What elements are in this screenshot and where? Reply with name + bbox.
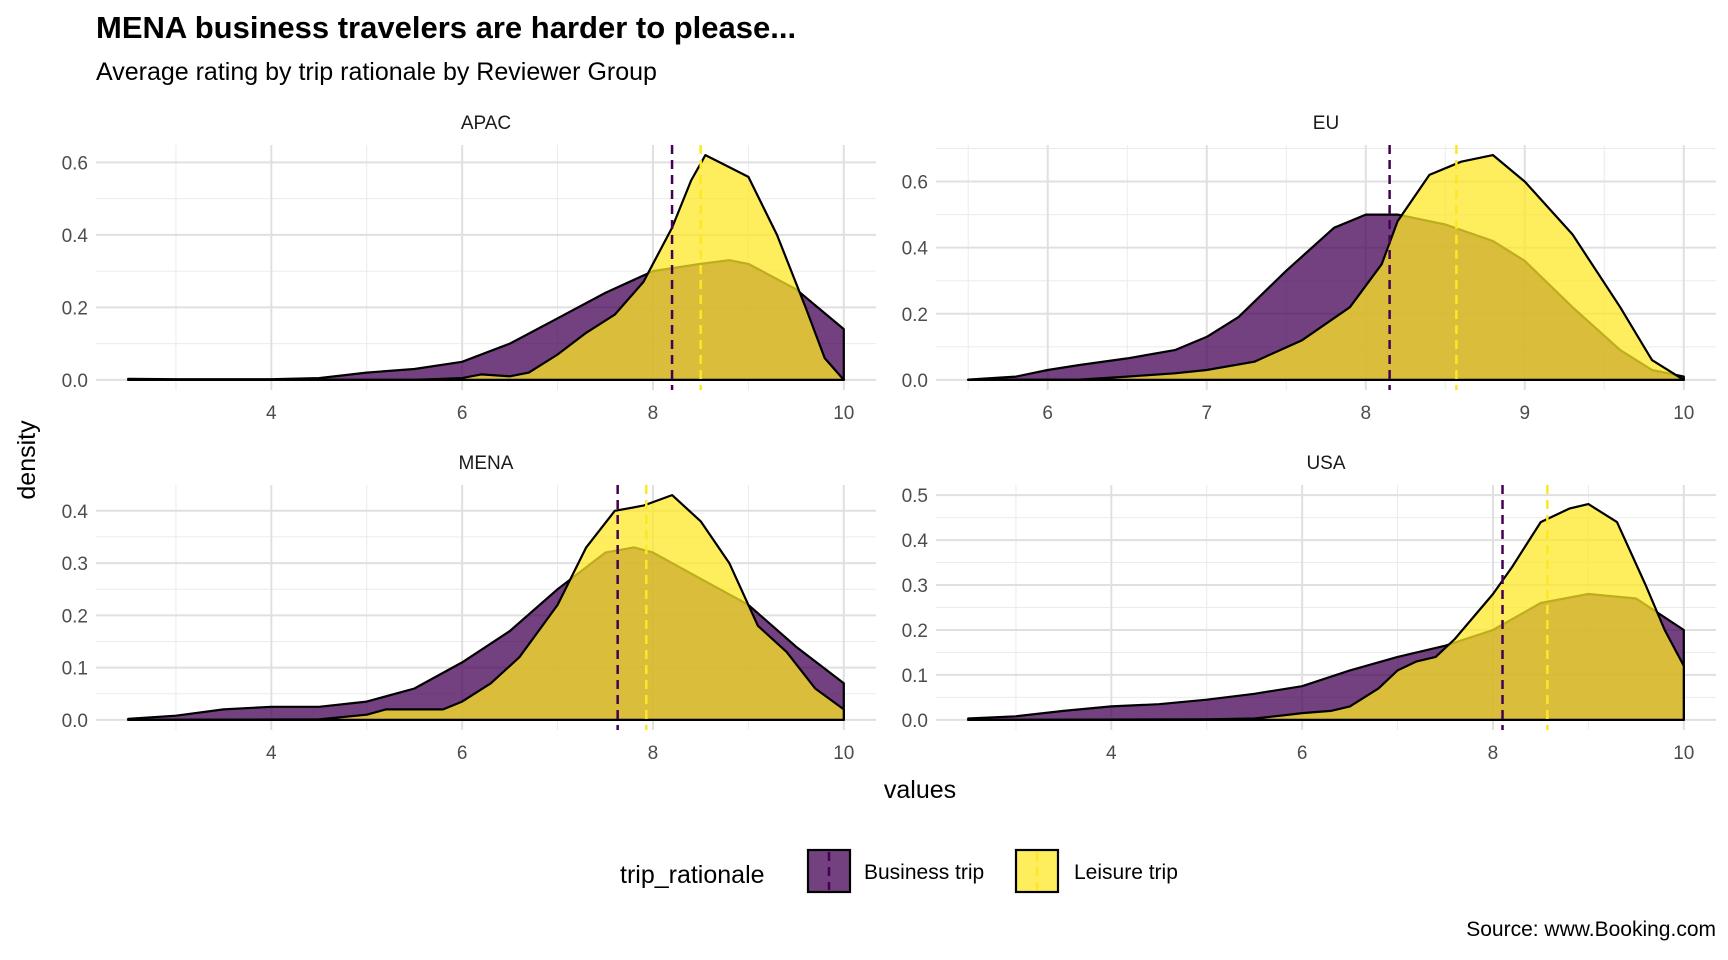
x-tick-label: 6: [457, 403, 468, 424]
panel-usa: USA 4 6 8 10 0.0 0.1 0.2 0.3 0.4 0.5: [902, 453, 1716, 764]
facet-label-eu: EU: [1313, 113, 1339, 134]
x-tick-label: 10: [1673, 743, 1694, 764]
facet-label-apac: APAC: [461, 113, 511, 134]
legend-label-business-trip: Business trip: [864, 861, 984, 884]
density-area-leisure-trip: [127, 154, 845, 381]
x-tick-label: 4: [1106, 743, 1117, 764]
y-tick-label: 0.5: [902, 486, 928, 507]
y-tick-label: 0.0: [62, 711, 88, 732]
facet-panels: APAC 4 6 8 10 0.0 0.2 0.4 0.6 EU 6 7 8 9 10 0.0 0.2 0.4 0.…: [62, 113, 1716, 764]
x-tick-label: 7: [1201, 403, 1212, 424]
facet-label-usa: USA: [1306, 453, 1345, 474]
panel-mena: MENA 4 6 8 10 0.0 0.1 0.2 0.3 0.4: [62, 453, 876, 764]
chart-title: MENA business travelers are harder to pl…: [96, 10, 797, 45]
y-tick-label: 0.4: [902, 239, 929, 260]
x-tick-label: 8: [1360, 403, 1371, 424]
density-area-leisure-trip: [127, 494, 845, 721]
y-tick-label: 0.6: [902, 173, 928, 194]
y-tick-label: 0.0: [902, 711, 928, 732]
legend-label-leisure-trip: Leisure trip: [1074, 861, 1178, 884]
y-tick-label: 0.3: [902, 576, 928, 597]
x-tick-label: 8: [648, 743, 659, 764]
legend-entry-leisure-trip: Leisure trip: [1014, 848, 1178, 894]
x-tick-label: 8: [1488, 743, 1499, 764]
y-axis-title: density: [13, 420, 41, 500]
x-tick-label: 8: [648, 403, 659, 424]
density-area-leisure-trip: [967, 503, 1685, 721]
x-tick-label: 9: [1519, 403, 1530, 424]
chart-subtitle: Average rating by trip rationale by Revi…: [96, 58, 657, 86]
y-tick-label: 0.1: [902, 666, 928, 687]
y-tick-label: 0.2: [62, 298, 88, 319]
x-tick-label: 6: [1297, 743, 1308, 764]
y-tick-label: 0.6: [62, 153, 88, 174]
panel-eu: EU 6 7 8 9 10 0.0 0.2 0.4 0.6: [902, 113, 1716, 424]
y-tick-label: 0.2: [902, 621, 928, 642]
x-tick-label: 10: [1673, 403, 1694, 424]
legend-title: trip_rationale: [620, 861, 765, 889]
y-tick-label: 0.2: [62, 606, 88, 627]
legend-entry-business-trip: Business trip: [806, 848, 984, 894]
y-tick-label: 0.3: [62, 554, 88, 575]
y-tick-label: 0.0: [902, 371, 928, 392]
x-tick-label: 10: [833, 743, 854, 764]
x-tick-label: 4: [266, 403, 277, 424]
y-tick-label: 0.4: [62, 502, 89, 523]
density-area-leisure-trip: [967, 154, 1685, 381]
legend: trip_rationale Business trip Leisure trip: [620, 848, 1178, 894]
y-tick-label: 0.4: [62, 226, 89, 247]
y-tick-label: 0.1: [62, 659, 88, 680]
y-tick-label: 0.0: [62, 371, 88, 392]
x-tick-label: 6: [457, 743, 468, 764]
x-tick-label: 4: [266, 743, 277, 764]
source-caption: Source: www.Booking.com: [1466, 918, 1716, 941]
facet-label-mena: MENA: [459, 453, 514, 474]
y-tick-label: 0.4: [902, 531, 929, 552]
y-tick-label: 0.2: [902, 305, 928, 326]
panel-apac: APAC 4 6 8 10 0.0 0.2 0.4 0.6: [62, 113, 876, 424]
x-tick-label: 10: [833, 403, 854, 424]
x-axis-title: values: [884, 776, 956, 804]
x-tick-label: 6: [1042, 403, 1053, 424]
